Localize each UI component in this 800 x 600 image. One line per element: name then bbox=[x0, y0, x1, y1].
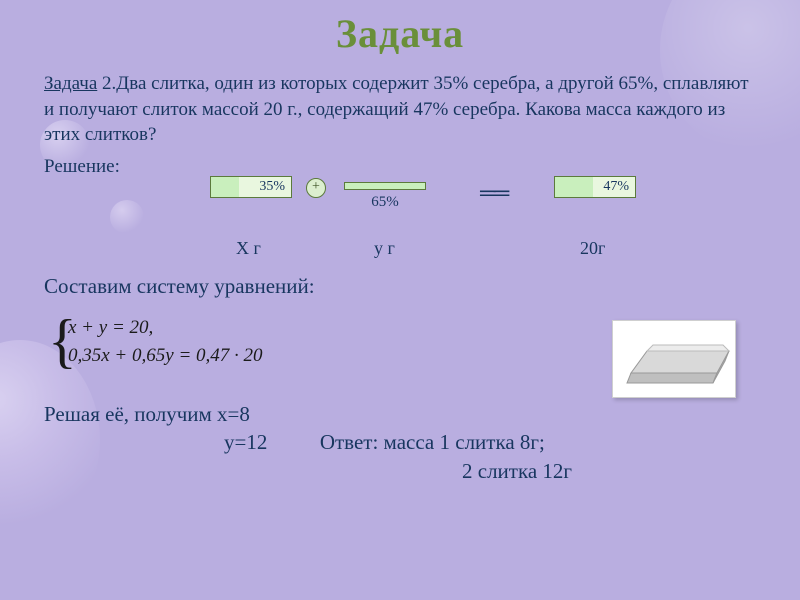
label-y: у г bbox=[374, 236, 395, 260]
equation-1: x + y = 20, bbox=[68, 314, 263, 342]
solve-line-2: y=12 Ответ: масса 1 слитка 8г; bbox=[44, 428, 756, 456]
ingot-image bbox=[612, 320, 736, 398]
xy-labels: Х г у г 20г bbox=[44, 236, 756, 262]
chip-35: 35% bbox=[210, 176, 292, 198]
system-intro: Составим систему уравнений: bbox=[44, 272, 756, 300]
equation-2: 0,35x + 0,65y = 0,47 · 20 bbox=[68, 342, 263, 370]
solve-line-1: Решая её, получим x=8 bbox=[44, 400, 756, 428]
solve-line-3: 2 слитка 12г bbox=[44, 457, 756, 485]
label-x: Х г bbox=[236, 236, 261, 260]
equals-icon: ══ bbox=[480, 178, 507, 208]
problem-text: Задача 2.Два слитка, один из которых сод… bbox=[44, 71, 756, 148]
problem-prefix: Задача bbox=[44, 73, 97, 94]
content: Задача 2.Два слитка, один из которых сод… bbox=[0, 57, 800, 485]
problem-body: 2.Два слитка, один из которых содержит 3… bbox=[44, 73, 749, 145]
label-total: 20г bbox=[580, 236, 605, 260]
mixing-diagram: 35% + 65% ══ 47% bbox=[44, 176, 756, 234]
chip-47: 47% bbox=[554, 176, 636, 198]
chip-65: 65% bbox=[344, 182, 426, 204]
plus-icon: + bbox=[306, 178, 326, 198]
